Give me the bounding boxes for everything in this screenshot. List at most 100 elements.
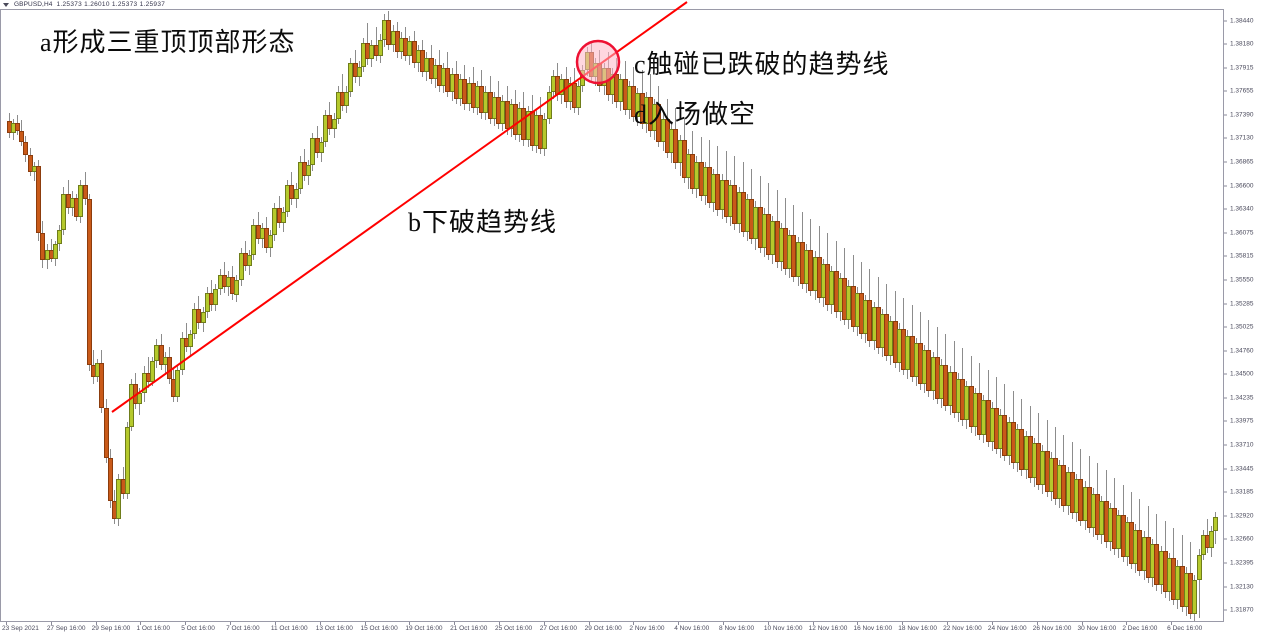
price-tick xyxy=(1224,67,1227,69)
time-axis-label: 7 Oct 16:00 xyxy=(226,625,260,632)
price-axis-label: 1.35285 xyxy=(1230,300,1254,308)
time-tick xyxy=(319,622,321,625)
candle-body-bullish xyxy=(213,289,219,306)
candle-body-bullish xyxy=(1209,531,1215,548)
time-tick xyxy=(678,622,680,625)
ohlc-readout: 1.25373 1.26010 1.25373 1.25937 xyxy=(56,1,166,8)
time-axis-label: 12 Nov 16:00 xyxy=(808,625,848,632)
time-axis-label: 26 Nov 16:00 xyxy=(1032,625,1072,632)
price-tick xyxy=(1224,491,1227,493)
annotation-a-triple-top: a形成三重顶顶部形态 xyxy=(40,28,296,57)
candle-body-bullish xyxy=(280,211,286,223)
candle-body-bearish xyxy=(15,123,21,132)
price-axis[interactable]: 1.38440 1.38180 1.37915 1.37655 1.37390 1.371… xyxy=(1223,9,1265,622)
price-axis-label: 1.32130 xyxy=(1230,583,1254,591)
time-axis-label: 13 Oct 16:00 xyxy=(315,625,353,632)
candle-body-bullish xyxy=(377,39,383,56)
price-axis-label: 1.35815 xyxy=(1230,252,1254,260)
time-tick xyxy=(1171,622,1173,625)
candle-body-bullish xyxy=(318,141,324,153)
time-tick xyxy=(991,622,993,625)
symbol-period-label: GBPUSD,H4 xyxy=(14,1,53,8)
candle-body-bullish xyxy=(247,255,253,266)
time-tick xyxy=(409,622,411,625)
candle-body-bullish xyxy=(200,312,206,324)
candle-body-bearish xyxy=(27,155,33,173)
price-axis-label: 1.33445 xyxy=(1230,465,1254,473)
time-axis-label: 23 Sep 2021 xyxy=(2,625,39,632)
candle-body-bearish xyxy=(40,233,46,261)
chart-plot-area[interactable] xyxy=(0,9,1223,622)
time-tick xyxy=(50,622,52,625)
price-axis-label: 1.37390 xyxy=(1230,111,1254,119)
candle-body-bullish xyxy=(150,360,156,383)
price-tick xyxy=(1224,420,1227,422)
time-axis-label: 2 Nov 16:00 xyxy=(629,625,665,632)
candle-body-bearish xyxy=(36,166,42,234)
price-tick xyxy=(1224,20,1227,22)
time-axis[interactable]: 23 Sep 2021 27 Sep 16:00 29 Sep 16:00 1 Oct… xyxy=(0,622,1265,640)
price-tick xyxy=(1224,90,1227,92)
price-tick xyxy=(1224,397,1227,399)
candle-body-bullish xyxy=(124,427,130,494)
time-axis-label: 29 Oct 16:00 xyxy=(584,625,622,632)
time-axis-label: 15 Oct 16:00 xyxy=(360,625,398,632)
annotation-c-retest-trendline: c触碰已跌破的趋势线 xyxy=(634,50,890,79)
time-axis-label: 24 Nov 16:00 xyxy=(987,625,1027,632)
time-axis-label: 19 Oct 16:00 xyxy=(405,625,443,632)
price-tick xyxy=(1224,303,1227,305)
price-axis-label: 1.37655 xyxy=(1230,87,1254,95)
time-tick xyxy=(812,622,814,625)
candle-body-bullish xyxy=(188,334,194,347)
price-axis-label: 1.35550 xyxy=(1230,276,1254,284)
price-tick xyxy=(1224,350,1227,352)
time-tick xyxy=(230,622,232,625)
price-tick xyxy=(1224,609,1227,611)
price-axis-label: 1.32660 xyxy=(1230,535,1254,543)
time-tick xyxy=(1036,622,1038,625)
candle-body-bullish xyxy=(356,66,362,78)
time-axis-label: 27 Oct 16:00 xyxy=(539,625,577,632)
price-axis-label: 1.38440 xyxy=(1230,17,1254,25)
candle-body-bullish xyxy=(293,188,299,200)
time-axis-label: 27 Sep 16:00 xyxy=(46,625,86,632)
candle-body-bullish xyxy=(137,393,143,404)
price-axis-label: 1.34500 xyxy=(1230,370,1254,378)
candle-body-bullish xyxy=(268,235,274,248)
time-tick xyxy=(140,622,142,625)
candle-body-bullish xyxy=(580,70,586,87)
time-axis-label: 8 Nov 16:00 xyxy=(719,625,755,632)
candle-body-bullish xyxy=(1192,579,1198,614)
candle-body-bullish xyxy=(53,244,59,259)
time-tick xyxy=(588,622,590,625)
price-axis-label: 1.32920 xyxy=(1230,512,1254,520)
annotation-d-enter-short: d入场做空 xyxy=(634,100,757,129)
price-axis-label: 1.34760 xyxy=(1230,347,1254,355)
candle-body-bullish xyxy=(116,479,122,519)
dropdown-caret-icon[interactable] xyxy=(3,3,9,7)
time-tick xyxy=(95,622,97,625)
annotation-b-break-trendline: b下破趋势线 xyxy=(408,208,558,237)
price-tick xyxy=(1224,255,1227,257)
price-tick xyxy=(1224,161,1227,163)
price-tick xyxy=(1224,444,1227,446)
time-axis-label: 25 Oct 16:00 xyxy=(494,625,533,632)
price-tick xyxy=(1224,114,1227,116)
time-tick xyxy=(543,622,545,625)
time-tick xyxy=(185,622,187,625)
candle-body-bullish xyxy=(344,91,350,107)
price-axis-label: 1.37130 xyxy=(1230,134,1254,142)
price-tick xyxy=(1224,208,1227,210)
price-axis-label: 1.33185 xyxy=(1230,488,1254,496)
candle-body-bullish xyxy=(306,165,312,177)
time-tick xyxy=(1126,622,1128,625)
price-axis-label: 1.35025 xyxy=(1230,323,1254,331)
price-axis-label: 1.33710 xyxy=(1230,441,1254,449)
time-axis-label: 22 Nov 16:00 xyxy=(943,625,982,632)
time-tick xyxy=(274,622,276,625)
candle-wick xyxy=(1198,549,1200,618)
price-tick xyxy=(1224,43,1227,45)
price-tick xyxy=(1224,137,1227,139)
time-axis-label: 4 Nov 16:00 xyxy=(674,625,710,632)
time-axis-label: 30 Nov 16:00 xyxy=(1077,625,1117,632)
